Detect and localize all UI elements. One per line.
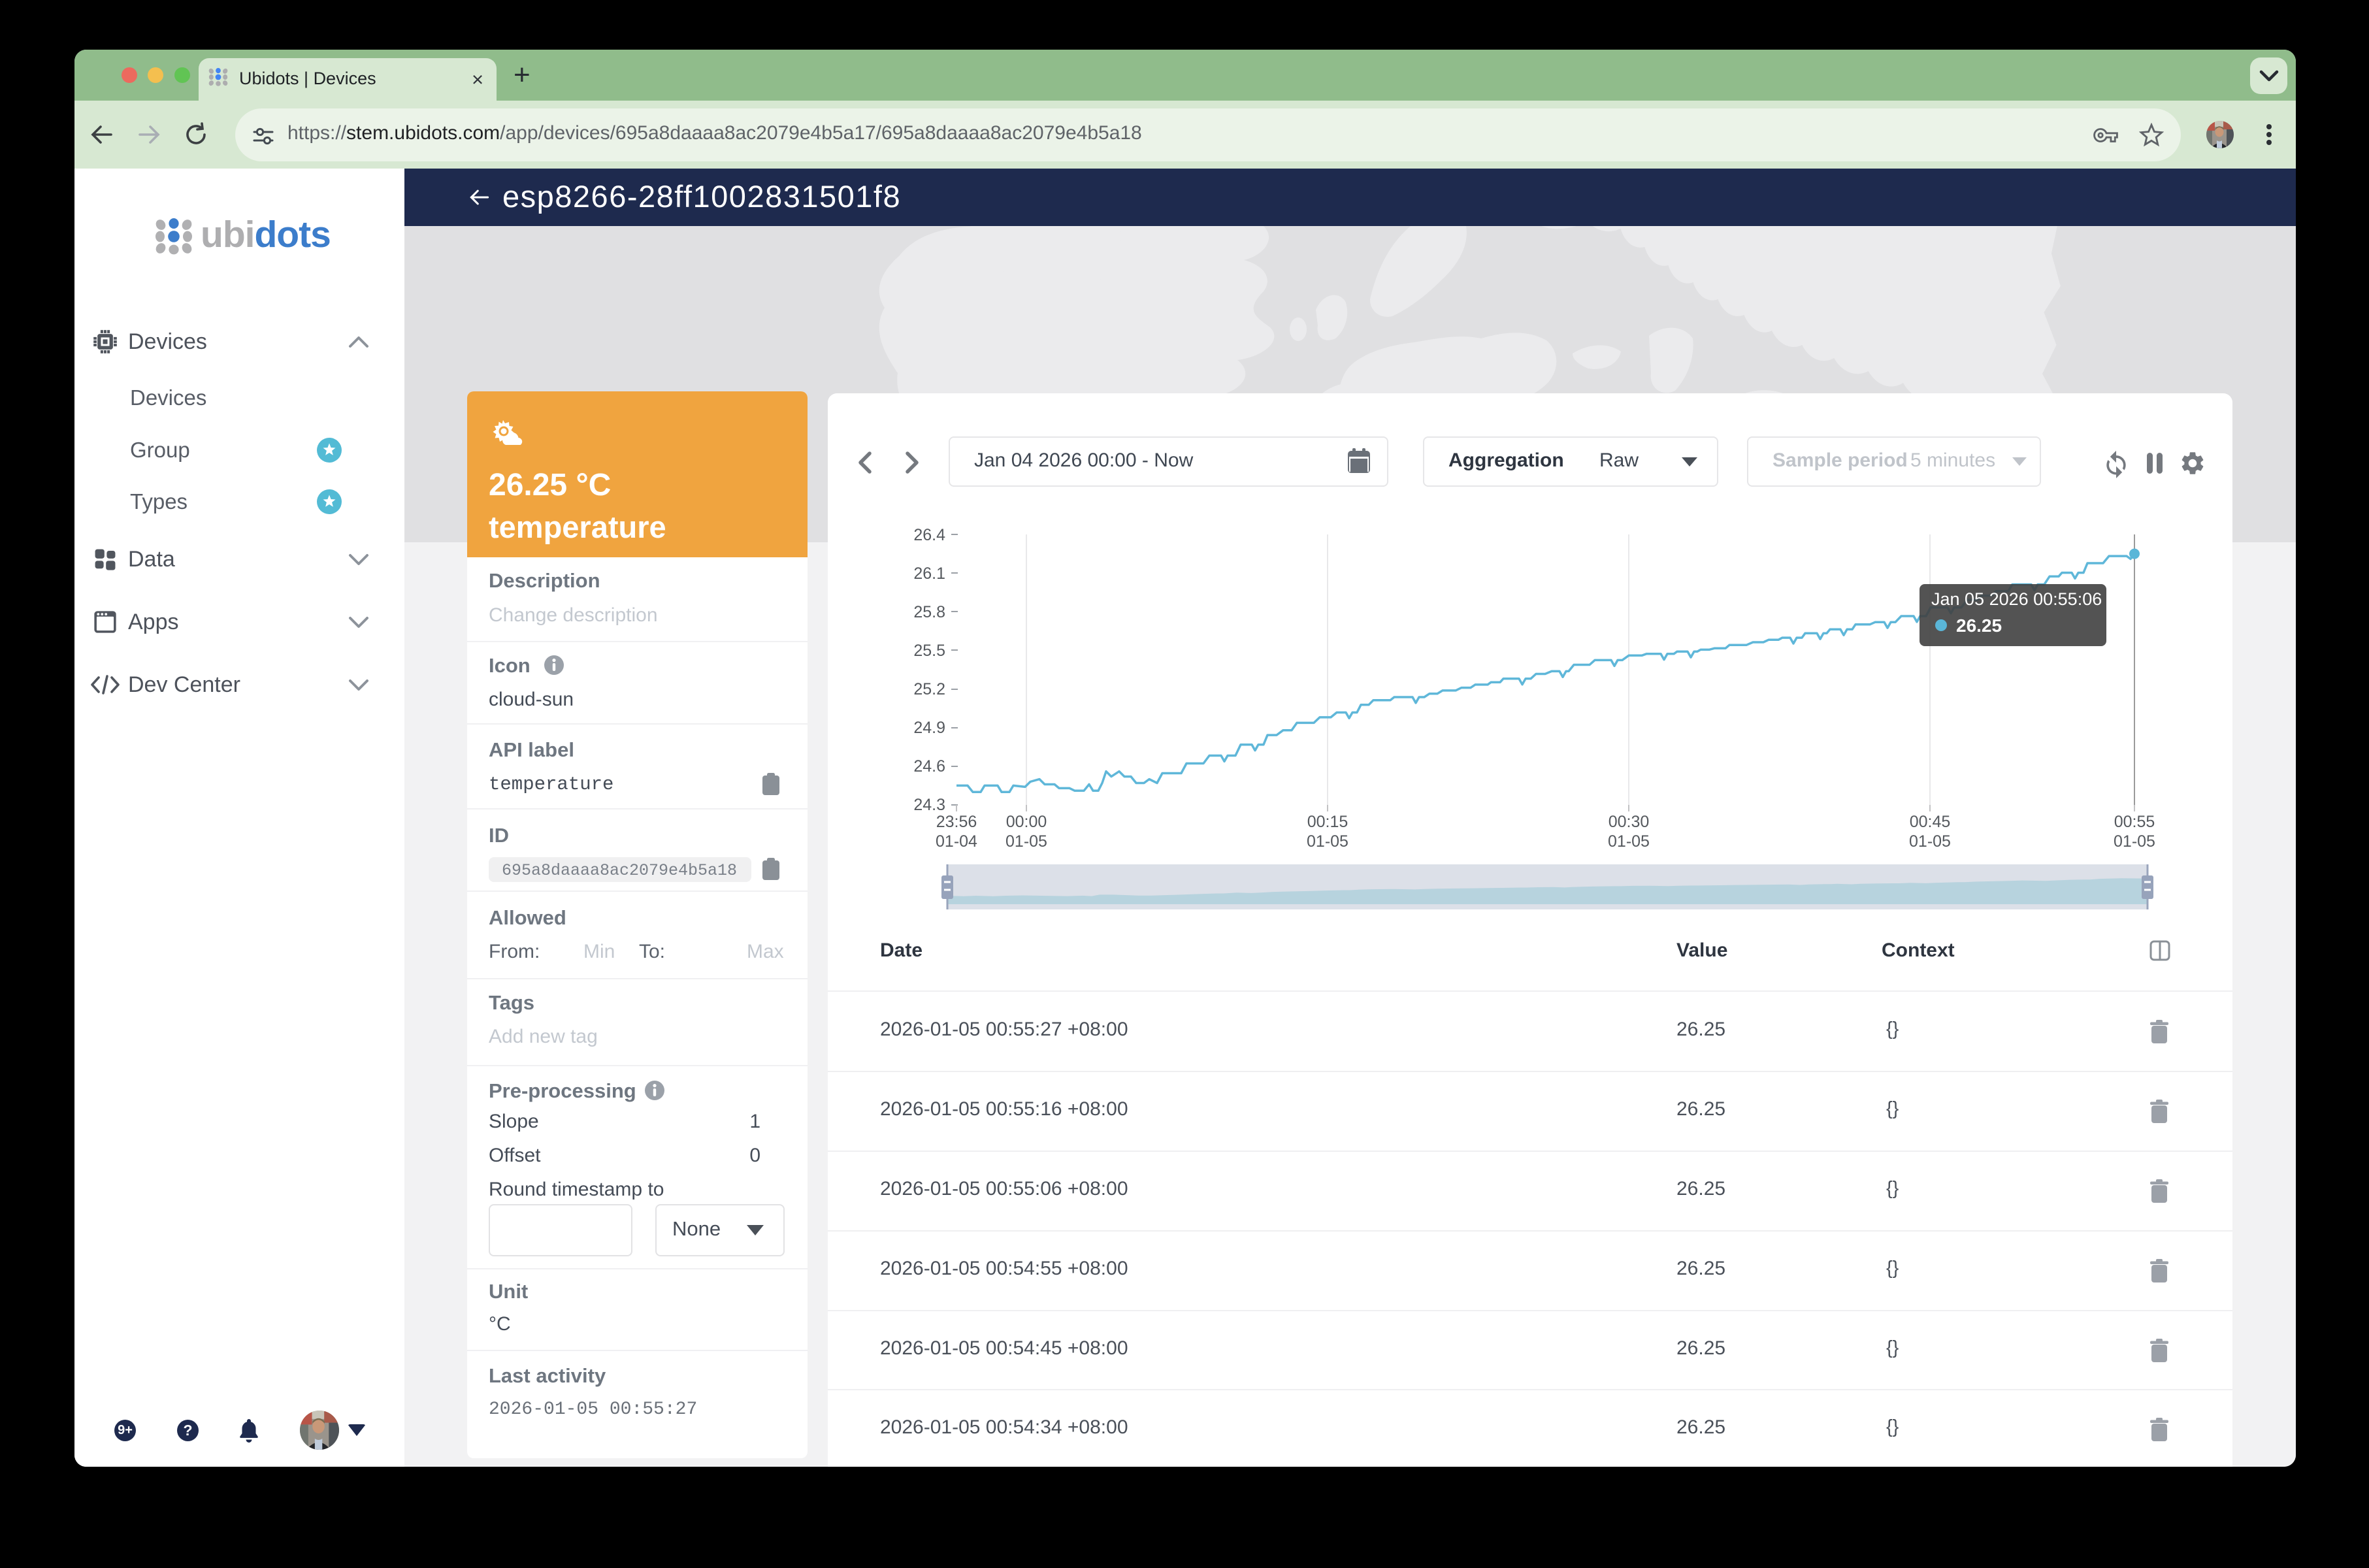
svg-text:01-05: 01-05 [1909, 832, 1951, 851]
svg-text:01-05: 01-05 [2114, 832, 2155, 851]
svg-text:00:45: 00:45 [1910, 813, 1951, 831]
svg-text:26.1: 26.1 [913, 564, 945, 583]
svg-text:25.5: 25.5 [913, 642, 945, 660]
svg-text:00:15: 00:15 [1307, 813, 1348, 831]
svg-text:00:55: 00:55 [2114, 813, 2155, 831]
svg-text:25.2: 25.2 [913, 680, 945, 698]
svg-text:26.4: 26.4 [913, 526, 945, 544]
svg-text:01-05: 01-05 [1307, 832, 1348, 851]
svg-text:24.6: 24.6 [913, 757, 945, 776]
svg-text:24.9: 24.9 [913, 719, 945, 737]
svg-text:24.3: 24.3 [913, 796, 945, 814]
svg-text:23:56: 23:56 [936, 813, 977, 831]
svg-text:01-05: 01-05 [1005, 832, 1047, 851]
svg-text:00:00: 00:00 [1006, 813, 1047, 831]
svg-text:00:30: 00:30 [1609, 813, 1650, 831]
svg-text:01-05: 01-05 [1608, 832, 1650, 851]
svg-text:01-04: 01-04 [936, 832, 977, 851]
svg-text:25.8: 25.8 [913, 603, 945, 621]
